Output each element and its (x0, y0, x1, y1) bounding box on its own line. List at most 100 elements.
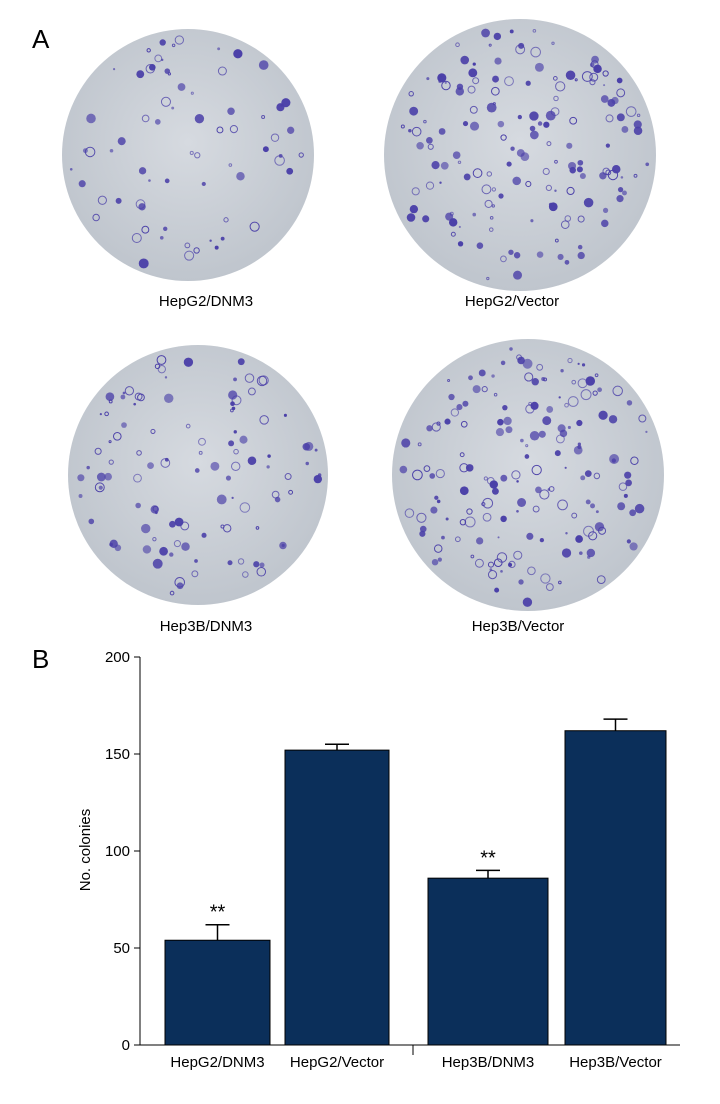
colony (148, 63, 156, 71)
colony (122, 391, 126, 395)
colony (417, 442, 422, 447)
colony (288, 489, 294, 495)
colony (462, 400, 469, 407)
caption: Hep3B/DNM3 (160, 618, 253, 635)
colony (611, 458, 616, 463)
colony (537, 121, 543, 126)
colony (476, 537, 484, 545)
x-tick-label: HepG2/DNM3 (170, 1054, 264, 1071)
colony (513, 550, 523, 560)
colony (602, 207, 609, 214)
colony (595, 510, 599, 514)
colony (99, 412, 102, 416)
colony (622, 190, 627, 196)
colony (78, 180, 86, 188)
colony (567, 357, 573, 364)
colony (534, 62, 544, 72)
colony (576, 166, 583, 173)
colony (493, 558, 503, 568)
colony (476, 242, 484, 249)
colony (259, 562, 265, 568)
colony (133, 402, 137, 406)
colony (194, 114, 205, 124)
colony (486, 276, 490, 281)
colony (141, 225, 150, 234)
colony (156, 355, 167, 365)
colony (262, 146, 269, 153)
colony (621, 126, 629, 133)
colony (645, 430, 648, 433)
colony (538, 430, 546, 438)
colony (532, 505, 540, 513)
colony (495, 428, 505, 437)
colony (580, 475, 586, 481)
colony (86, 465, 90, 470)
colony (419, 525, 427, 533)
colony (455, 42, 460, 48)
colony (483, 476, 488, 481)
colony (159, 546, 168, 556)
colony (108, 440, 112, 444)
colony (304, 441, 314, 451)
colony (439, 181, 442, 184)
colony (456, 83, 464, 90)
colony (236, 171, 245, 181)
colony (487, 561, 495, 568)
colony (629, 542, 638, 551)
colony (283, 413, 287, 417)
colony (545, 583, 554, 591)
colony (177, 83, 186, 91)
colony (470, 554, 475, 559)
colony (522, 597, 533, 607)
colony (638, 414, 647, 423)
colony (198, 450, 203, 455)
colony (554, 159, 558, 164)
colony (431, 161, 440, 170)
colony (557, 499, 568, 511)
colony (611, 96, 619, 105)
colony (536, 251, 544, 258)
colony (492, 102, 496, 106)
colony (504, 76, 514, 87)
colony (503, 416, 512, 426)
colony (616, 77, 623, 84)
colony (108, 399, 113, 404)
colony (497, 120, 505, 128)
colony (535, 486, 542, 494)
colony (569, 166, 576, 174)
colony (411, 187, 420, 196)
colony (173, 540, 181, 548)
colony (481, 386, 488, 393)
colony (97, 195, 107, 205)
colony (598, 410, 608, 420)
colony (445, 517, 449, 521)
colony (590, 60, 599, 69)
colony (228, 390, 238, 400)
colony (105, 392, 115, 402)
colony (216, 126, 224, 134)
colony (169, 552, 174, 557)
colony (233, 430, 237, 434)
colony (625, 106, 637, 117)
colony (574, 78, 578, 82)
colony (78, 494, 83, 498)
x-tick-label: Hep3B/Vector (569, 1054, 662, 1071)
colony (530, 46, 541, 58)
colony (141, 523, 151, 534)
colony (460, 420, 468, 428)
colony (184, 250, 195, 261)
colony (494, 57, 502, 65)
colony (448, 393, 455, 401)
bar (164, 939, 271, 1046)
colony (560, 369, 564, 373)
colony (88, 518, 95, 525)
colony (571, 379, 577, 385)
colony (508, 249, 514, 255)
colony (634, 503, 645, 514)
colony (493, 392, 498, 397)
colony (174, 35, 185, 45)
colony (160, 96, 171, 107)
colony (164, 457, 169, 462)
colony (552, 76, 558, 81)
